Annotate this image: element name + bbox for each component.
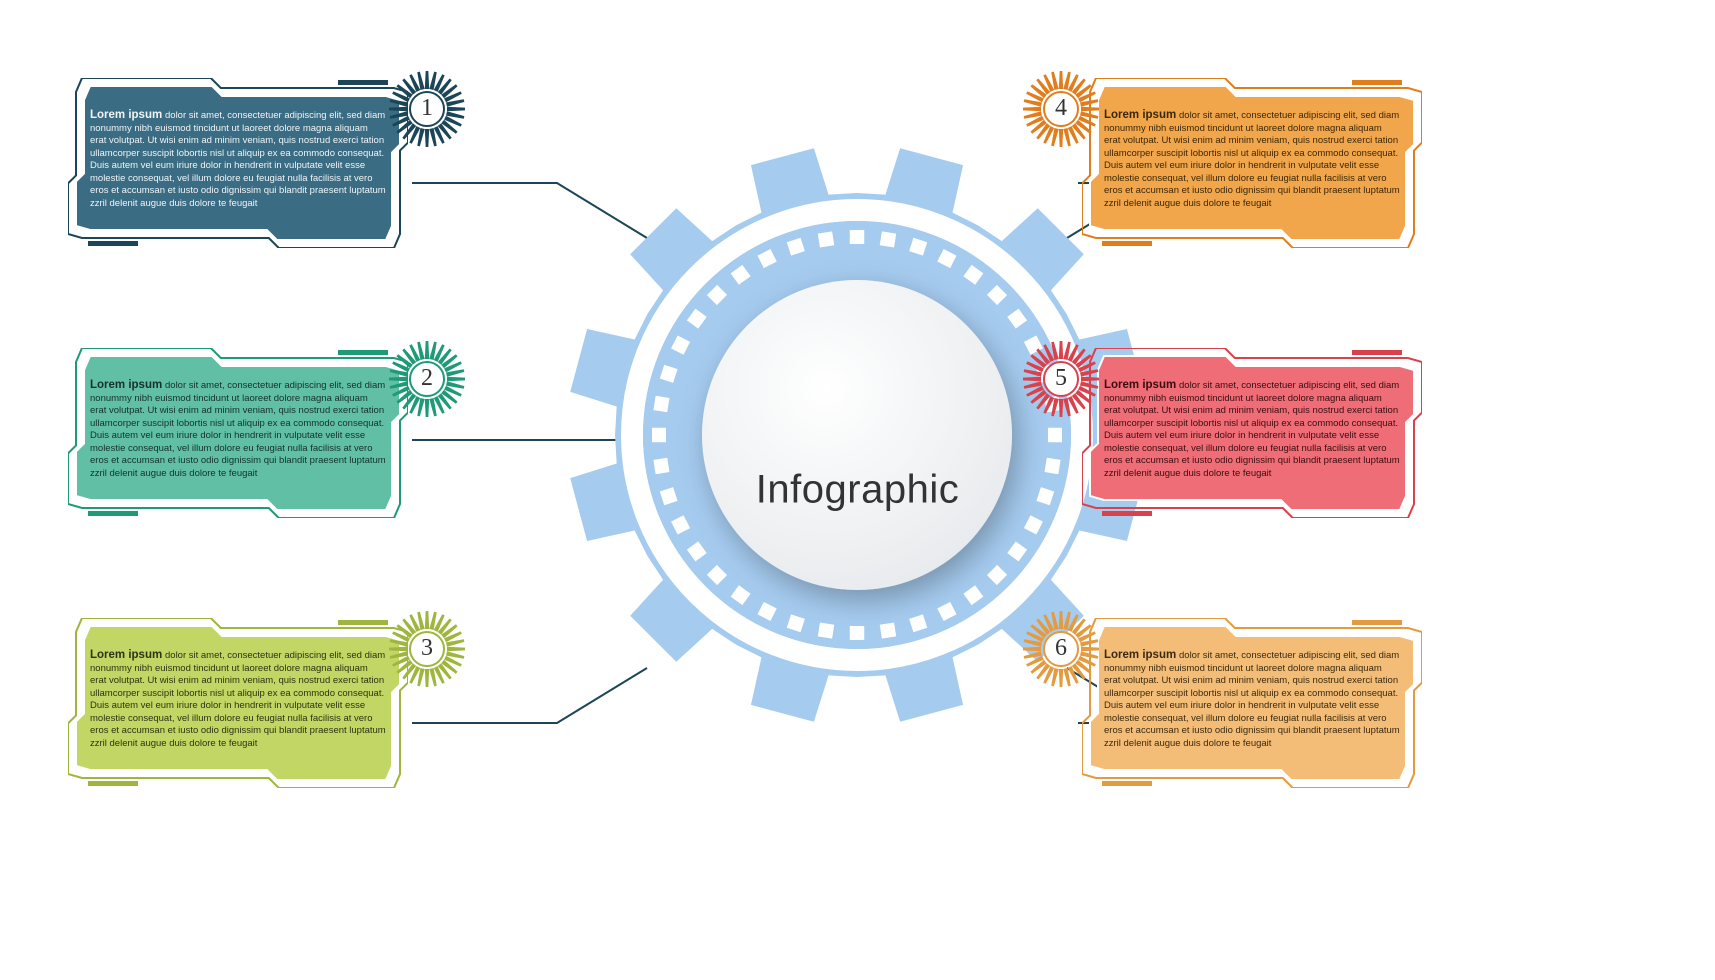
panel-text: Lorem ipsum dolor sit amet, consectetuer…	[1104, 378, 1400, 488]
panel-body-text: dolor sit amet, consectetuer adipiscing …	[90, 650, 386, 749]
center-label: Infographic	[756, 468, 959, 513]
panel-body-text: dolor sit amet, consectetuer adipiscing …	[1104, 110, 1400, 209]
callout-panel-3: Lorem ipsum dolor sit amet, consectetuer…	[68, 618, 408, 788]
panel-title: Lorem ipsum	[1104, 109, 1176, 121]
badge-number: 3	[421, 635, 433, 662]
badge-number: 1	[421, 95, 433, 122]
panel-body-text: dolor sit amet, consectetuer adipiscing …	[90, 110, 386, 209]
panel-text: Lorem ipsum dolor sit amet, consectetuer…	[1104, 108, 1400, 218]
badge-number: 6	[1055, 635, 1067, 662]
panel-title: Lorem ipsum	[1104, 379, 1176, 391]
panel-text: Lorem ipsum dolor sit amet, consectetuer…	[90, 378, 386, 488]
panel-body-text: dolor sit amet, consectetuer adipiscing …	[1104, 650, 1400, 749]
panel-title: Lorem ipsum	[90, 109, 162, 121]
badge-number: 4	[1055, 95, 1067, 122]
badge-number: 5	[1055, 365, 1067, 392]
number-badge-4: 4	[1022, 70, 1100, 148]
number-badge-6: 6	[1022, 610, 1100, 688]
panel-body-text: dolor sit amet, consectetuer adipiscing …	[90, 380, 386, 479]
number-badge-1: 1	[388, 70, 466, 148]
number-badge-5: 5	[1022, 340, 1100, 418]
panel-title: Lorem ipsum	[1104, 649, 1176, 661]
callout-panel-1: Lorem ipsum dolor sit amet, consectetuer…	[68, 78, 408, 248]
panel-title: Lorem ipsum	[90, 379, 162, 391]
panel-text: Lorem ipsum dolor sit amet, consectetuer…	[1104, 648, 1400, 758]
infographic-stage: Infographic Lorem ipsum dolor sit amet, …	[0, 0, 1715, 980]
callout-panel-2: Lorem ipsum dolor sit amet, consectetuer…	[68, 348, 408, 518]
panel-text: Lorem ipsum dolor sit amet, consectetuer…	[90, 648, 386, 758]
panel-body-text: dolor sit amet, consectetuer adipiscing …	[1104, 380, 1400, 479]
callout-panel-5: Lorem ipsum dolor sit amet, consectetuer…	[1082, 348, 1422, 518]
panel-text: Lorem ipsum dolor sit amet, consectetuer…	[90, 108, 386, 218]
callout-panel-4: Lorem ipsum dolor sit amet, consectetuer…	[1082, 78, 1422, 248]
panel-title: Lorem ipsum	[90, 649, 162, 661]
badge-number: 2	[421, 365, 433, 392]
callout-panel-6: Lorem ipsum dolor sit amet, consectetuer…	[1082, 618, 1422, 788]
number-badge-2: 2	[388, 340, 466, 418]
number-badge-3: 3	[388, 610, 466, 688]
